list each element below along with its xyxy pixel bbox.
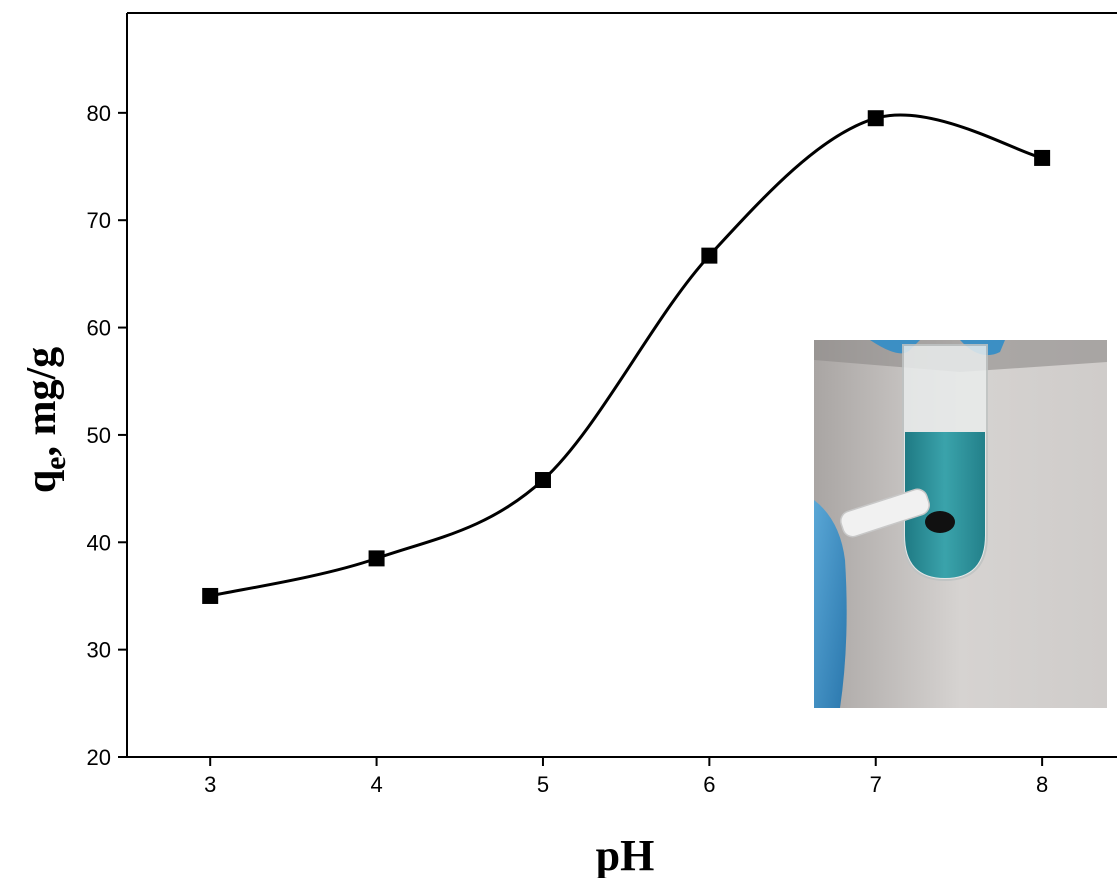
vial-liquid xyxy=(905,432,985,578)
data-point-marker xyxy=(701,247,718,264)
y-tick-label: 80 xyxy=(87,101,111,126)
data-point-marker xyxy=(1034,149,1051,166)
x-tick-label: 5 xyxy=(537,772,549,797)
y-tick-label: 20 xyxy=(87,745,111,770)
glove-hand-icon xyxy=(814,500,847,708)
x-ticks: 3 4 5 6 7 8 xyxy=(204,757,1048,797)
series-markers xyxy=(202,110,1051,604)
plot-frame xyxy=(126,12,1117,758)
data-point-marker xyxy=(867,110,884,127)
y-tick-label: 40 xyxy=(87,530,111,555)
y-tick-label: 50 xyxy=(87,423,111,448)
y-ticks: 20 30 40 50 60 70 80 xyxy=(87,101,127,770)
x-axis-title: pH xyxy=(596,831,655,878)
y-tick-label: 30 xyxy=(87,638,111,663)
magnet-rod-icon xyxy=(840,488,930,538)
x-tick-label: 8 xyxy=(1036,772,1048,797)
x-tick-label: 7 xyxy=(870,772,882,797)
data-point-marker xyxy=(202,587,219,604)
series-line xyxy=(209,113,1043,598)
adsorbent-cluster-icon xyxy=(925,511,955,533)
y-tick-label: 70 xyxy=(87,208,111,233)
x-tick-label: 4 xyxy=(370,772,382,797)
inset-photo xyxy=(814,340,1107,708)
y-axis-title: qe, mg/g xyxy=(19,347,72,493)
data-point-marker xyxy=(368,550,385,567)
x-tick-label: 6 xyxy=(703,772,715,797)
data-point-marker xyxy=(534,472,551,489)
x-tick-label: 3 xyxy=(204,772,216,797)
y-tick-label: 60 xyxy=(87,316,111,341)
